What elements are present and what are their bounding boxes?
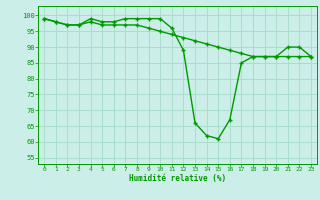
X-axis label: Humidité relative (%): Humidité relative (%) xyxy=(129,174,226,183)
